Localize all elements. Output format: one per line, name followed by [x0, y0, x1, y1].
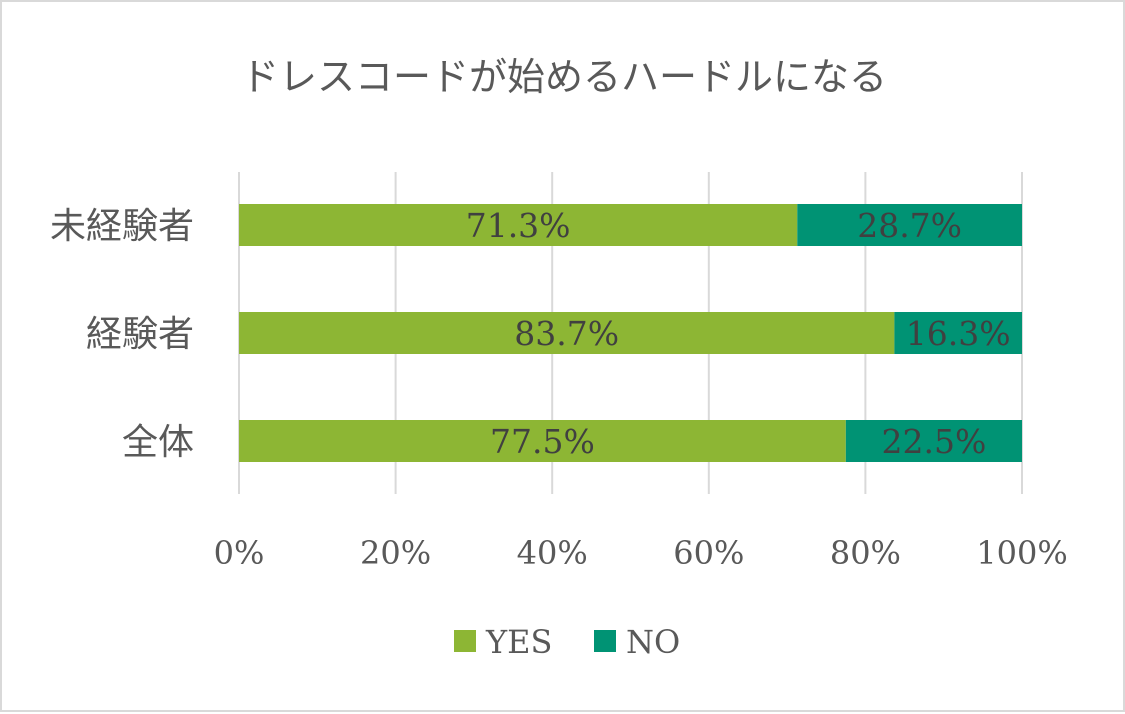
- legend-swatch: [594, 630, 616, 652]
- x-tick-label: 0%: [214, 534, 265, 572]
- data-labels: 71.3% 28.7% 83.7% 16.3% 77.5% 22.5%: [466, 206, 1011, 461]
- chart-title: ドレスコードが始めるハードルになる: [241, 55, 887, 99]
- data-label: 71.3%: [466, 206, 571, 245]
- category-label: 全体: [122, 422, 194, 463]
- x-tick-label: 60%: [673, 534, 744, 572]
- x-tick-label: 100%: [976, 534, 1067, 572]
- x-tick-label: 20%: [360, 534, 431, 572]
- category-label: 未経験者: [50, 206, 194, 247]
- legend-label: YES: [485, 623, 552, 661]
- value-axis: 0% 20% 40% 60% 80% 100%: [214, 534, 1068, 572]
- data-label: 83.7%: [514, 314, 619, 353]
- bar-yes[interactable]: [239, 312, 895, 354]
- bar-no[interactable]: [894, 312, 1022, 354]
- x-tick-label: 40%: [517, 534, 588, 572]
- data-label: 28.7%: [857, 206, 962, 245]
- category-label: 経験者: [86, 314, 194, 355]
- legend-item-yes[interactable]: YES: [454, 623, 552, 661]
- legend[interactable]: YES NO: [454, 623, 680, 661]
- legend-swatch: [454, 630, 476, 652]
- bars: [239, 204, 1022, 462]
- bar-no[interactable]: [797, 204, 1022, 246]
- legend-item-no[interactable]: NO: [594, 623, 680, 661]
- data-label: 22.5%: [881, 422, 986, 461]
- legend-label: NO: [626, 623, 680, 661]
- bar-no[interactable]: [845, 420, 1022, 462]
- bar-yes[interactable]: [239, 420, 846, 462]
- bar-yes[interactable]: [239, 204, 798, 246]
- x-tick-label: 80%: [830, 534, 901, 572]
- data-label: 77.5%: [490, 422, 595, 461]
- data-label: 16.3%: [906, 314, 1011, 353]
